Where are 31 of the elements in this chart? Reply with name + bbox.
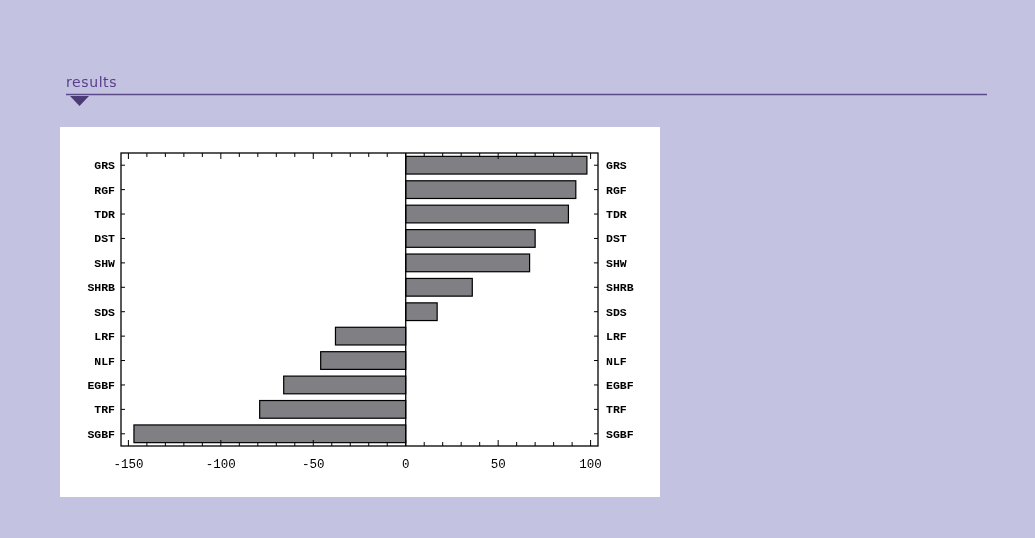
- y2-tick-label: SHW: [606, 256, 627, 270]
- y2-tick-label: SDS: [606, 305, 627, 319]
- y-tick-label: TDR: [94, 208, 116, 222]
- y-tick-label: DST: [94, 232, 116, 246]
- y-tick-label: EGBF: [87, 378, 116, 392]
- y2-tick-label: LRF: [606, 330, 627, 344]
- y-tick-label: SHRB: [87, 281, 116, 295]
- y2-tick-label: TDR: [606, 208, 627, 222]
- y2-tick-label: RGF: [606, 183, 627, 197]
- y-tick-label: SDS: [94, 305, 116, 319]
- x-tick-label: 50: [490, 458, 506, 472]
- y2-tick-label: EGBF: [606, 378, 634, 392]
- y2-tick-label: GRS: [606, 159, 627, 173]
- x-tick-label: 0: [401, 458, 410, 472]
- y-tick-label: SGBF: [87, 427, 116, 441]
- y-tick-label: SHW: [94, 256, 116, 270]
- chart-title: results: [66, 74, 118, 90]
- y2-tick-label: SGBF: [606, 427, 634, 441]
- y-tick-label: GRS: [94, 159, 116, 173]
- y-tick-label: RGF: [94, 183, 116, 197]
- y2-tick-label: DST: [606, 232, 627, 246]
- x-tick-label: -100: [205, 458, 236, 472]
- x-tick-label: 100: [579, 458, 602, 472]
- y-tick-label: TRF: [94, 403, 116, 417]
- y-tick-label: LRF: [94, 330, 116, 344]
- x-tick-label: -150: [113, 458, 144, 472]
- y2-tick-label: TRF: [606, 403, 627, 417]
- x-tick-label: -50: [302, 458, 325, 472]
- y-tick-label: NLF: [94, 354, 116, 368]
- y2-tick-label: SHRB: [606, 281, 634, 295]
- y2-tick-label: NLF: [606, 354, 627, 368]
